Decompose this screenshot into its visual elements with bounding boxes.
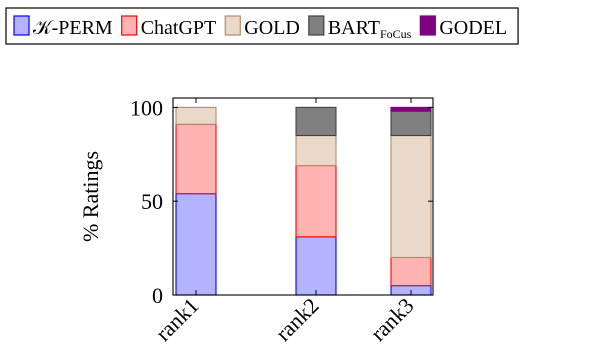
bar-rank2-series-3	[295, 106, 337, 137]
legend-swatch-1	[121, 15, 138, 36]
legend-label-2: GOLD	[244, 17, 300, 39]
bar-rank1-series-2	[175, 106, 217, 125]
xtick-label-rank2: rank2	[270, 293, 323, 346]
legend-swatch-2	[224, 15, 241, 36]
bar-rank3-series-3	[390, 110, 432, 137]
axis-frame	[172, 97, 434, 296]
bar-rank3-series-1	[390, 256, 432, 287]
legend-label-main-1: ChatGPT	[141, 17, 217, 39]
legend-swatch-3	[308, 15, 325, 36]
bar-rank3-series-2	[390, 134, 432, 259]
bar-rank2-series-1	[295, 164, 337, 238]
legend-label-0: 𝒦-PERM	[33, 17, 113, 39]
bar-rank2-series-2	[295, 134, 337, 167]
ytick-label-1: 50	[141, 189, 163, 214]
legend-swatch-0	[13, 15, 30, 36]
y-axis-label: % Ratings	[78, 151, 103, 242]
ytick-label-0: 0	[152, 283, 163, 308]
legend-label-main-2: GOLD	[244, 17, 300, 39]
bar-rank1-series-0	[175, 193, 217, 296]
legend-label-main-4: GODEL	[439, 17, 507, 39]
legend-box	[5, 7, 519, 45]
legend-label-sub-3: FoCus	[380, 27, 412, 41]
bar-rank3-series-4	[390, 106, 432, 112]
legend-swatch-4	[419, 15, 436, 36]
bar-rank2-series-0	[295, 236, 337, 296]
legend-label-4: GODEL	[439, 17, 507, 39]
legend-label-1: ChatGPT	[141, 17, 217, 39]
legend-label-main-0: 𝒦-PERM	[33, 17, 113, 39]
bar-rank1-series-1	[175, 123, 217, 195]
legend-label-main-3: BART	[328, 17, 380, 39]
ytick-label-2: 100	[130, 95, 163, 120]
xtick-label-rank3: rank3	[365, 293, 418, 346]
legend-label-3: BARTFoCus	[328, 17, 412, 41]
legend: 𝒦-PERM ChatGPT GOLD BARTFoCus GODEL	[5, 7, 519, 45]
